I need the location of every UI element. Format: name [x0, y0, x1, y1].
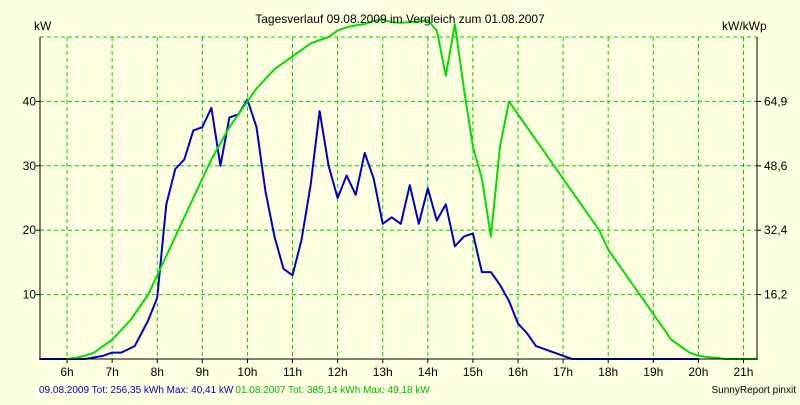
- x-tick-label: 6h: [60, 365, 73, 379]
- x-tick-label: 11h: [283, 365, 302, 379]
- y-tick-label-right: 16,2: [764, 288, 788, 302]
- x-tick-label: 9h: [196, 365, 209, 379]
- y-tick-label-left: 10: [23, 288, 37, 302]
- x-tick-label: 7h: [105, 365, 118, 379]
- y-tick-label-left: 20: [23, 223, 37, 237]
- x-tick-label: 18h: [598, 365, 618, 379]
- footer-credit: SunnyReport pinxit: [712, 385, 797, 396]
- y-tick-label-right: 32,4: [764, 223, 788, 237]
- x-tick-label: 10h: [237, 365, 257, 379]
- chart-title: Tagesverlauf 09.08.2009 im Vergleich zum…: [255, 12, 545, 26]
- legend-series-2009: 09.08.2009 Tot: 256,35 kWh Max: 40,41 kW: [39, 385, 234, 396]
- y-axis-right-label: kW/kWp: [722, 19, 767, 33]
- y-tick-label-right: 64,9: [764, 94, 788, 108]
- legend-series-2007: 01.08.2007 Tot: 385,14 kWh Max: 49,18 kW: [235, 385, 430, 396]
- y-tick-label-left: 30: [23, 159, 37, 173]
- y-tick-label-left: 40: [23, 94, 37, 108]
- grid: [40, 36, 757, 359]
- x-tick-label: 8h: [151, 365, 164, 379]
- y-tick-label-right: 48,6: [764, 159, 788, 173]
- x-tick-label: 13h: [373, 365, 393, 379]
- x-tick-label: 14h: [418, 365, 438, 379]
- x-tick-label: 20h: [688, 365, 708, 379]
- x-tick-label: 12h: [328, 365, 348, 379]
- y-axis-left-label: kW: [34, 19, 52, 33]
- x-tick-label: 21h: [733, 365, 753, 379]
- x-tick-label: 19h: [643, 365, 663, 379]
- x-tick-label: 15h: [463, 365, 483, 379]
- plot-area: [40, 37, 757, 359]
- plot-background: [40, 37, 757, 359]
- axes: 6h 7h 8h 9h 10h 11h 12h 13h 14h 15h 16h 17h 18h 19h 20…: [23, 37, 788, 379]
- series-line-01-08-2007: [66, 18, 758, 360]
- x-tick-label: 17h: [553, 365, 573, 379]
- x-tick-label: 16h: [508, 365, 528, 379]
